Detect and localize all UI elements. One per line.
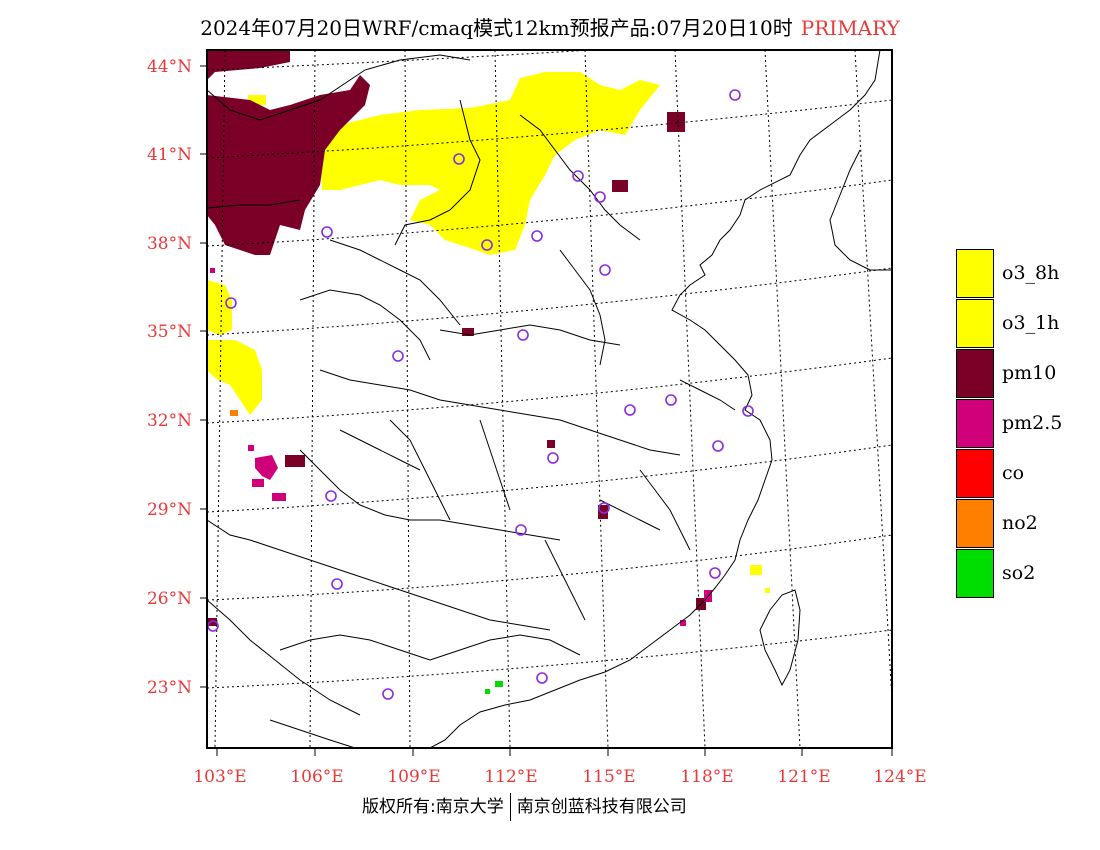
legend-label: co [1002, 462, 1025, 484]
pollution-o3-region [207, 72, 770, 593]
legend-swatch [956, 449, 994, 498]
legend-label: no2 [1002, 512, 1038, 534]
axis-ticks [200, 65, 893, 756]
lon-label: 118°E [680, 767, 733, 787]
legend-swatch [956, 399, 994, 448]
copyright-separator [509, 793, 511, 821]
pollution-so2-region [485, 681, 503, 694]
lon-label: 109°E [387, 767, 440, 787]
legend-label: o3_8h [1002, 262, 1060, 284]
lat-label: 38°N [147, 234, 192, 254]
lat-label: 29°N [147, 500, 192, 520]
legend-swatch [956, 549, 994, 598]
pollution-pm10-region [207, 50, 706, 626]
lon-label: 124°E [873, 767, 926, 787]
legend-label: o3_1h [1002, 312, 1060, 334]
lon-label: 112°E [484, 767, 537, 787]
legend-label: so2 [1002, 562, 1036, 584]
legend-swatch [956, 499, 994, 548]
lat-label: 26°N [147, 589, 192, 609]
lon-label: 121°E [777, 767, 830, 787]
legend-swatch [956, 349, 994, 398]
map-title: 2024年07月20日WRF/cmaq模式12km预报产品:07月20日10时 P… [0, 12, 1100, 41]
pollution-no2-region [230, 410, 238, 416]
lat-label: 41°N [147, 145, 192, 165]
lon-label: 103°E [193, 767, 246, 787]
map-frame [206, 49, 893, 749]
title-text: 2024年07月20日WRF/cmaq模式12km预报产品:07月20日10时 [200, 16, 793, 40]
lon-label: 106°E [290, 767, 343, 787]
pollution-pm25-region [210, 268, 712, 626]
lat-label: 44°N [147, 57, 192, 77]
graticule [207, 50, 892, 748]
legend-label: pm2.5 [1002, 412, 1063, 434]
copyright: 版权所有:南京大学 南京创蓝科技有限公司 [362, 792, 687, 821]
station-markers [207, 89, 754, 700]
copyright-left: 版权所有:南京大学 [362, 797, 504, 817]
lat-label: 35°N [147, 322, 192, 342]
legend-label: pm10 [1002, 362, 1057, 384]
legend-swatch [956, 299, 994, 348]
lat-label: 23°N [147, 678, 192, 698]
lat-label: 32°N [147, 411, 192, 431]
title-tag: PRIMARY [800, 16, 900, 40]
legend-swatch [956, 249, 994, 298]
lon-label: 115°E [582, 767, 635, 787]
copyright-right: 南京创蓝科技有限公司 [516, 797, 687, 817]
